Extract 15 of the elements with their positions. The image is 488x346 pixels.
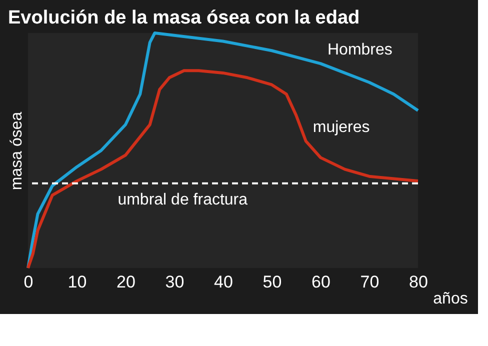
ref-line-label: umbral de fractura xyxy=(118,191,248,208)
x-tick-label: 80 xyxy=(409,272,428,292)
x-tick-label: 40 xyxy=(214,272,233,292)
x-tick-label: 50 xyxy=(262,272,282,292)
x-tick-label: 60 xyxy=(312,272,330,292)
x-tick-label: 0 xyxy=(24,272,34,292)
chart-title: Evolución de la masa ósea con la edad xyxy=(8,8,360,28)
x-tick-label: 10 xyxy=(68,272,87,292)
x-tick-label: 70 xyxy=(360,272,380,292)
series-label: mujeres xyxy=(312,119,370,136)
x-axis-title: años xyxy=(433,290,468,308)
x-tick-label: 30 xyxy=(165,272,184,292)
x-tick-label: 20 xyxy=(116,272,136,292)
y-axis-title: masa ósea xyxy=(8,112,26,190)
series-label: Hombres xyxy=(328,42,392,59)
